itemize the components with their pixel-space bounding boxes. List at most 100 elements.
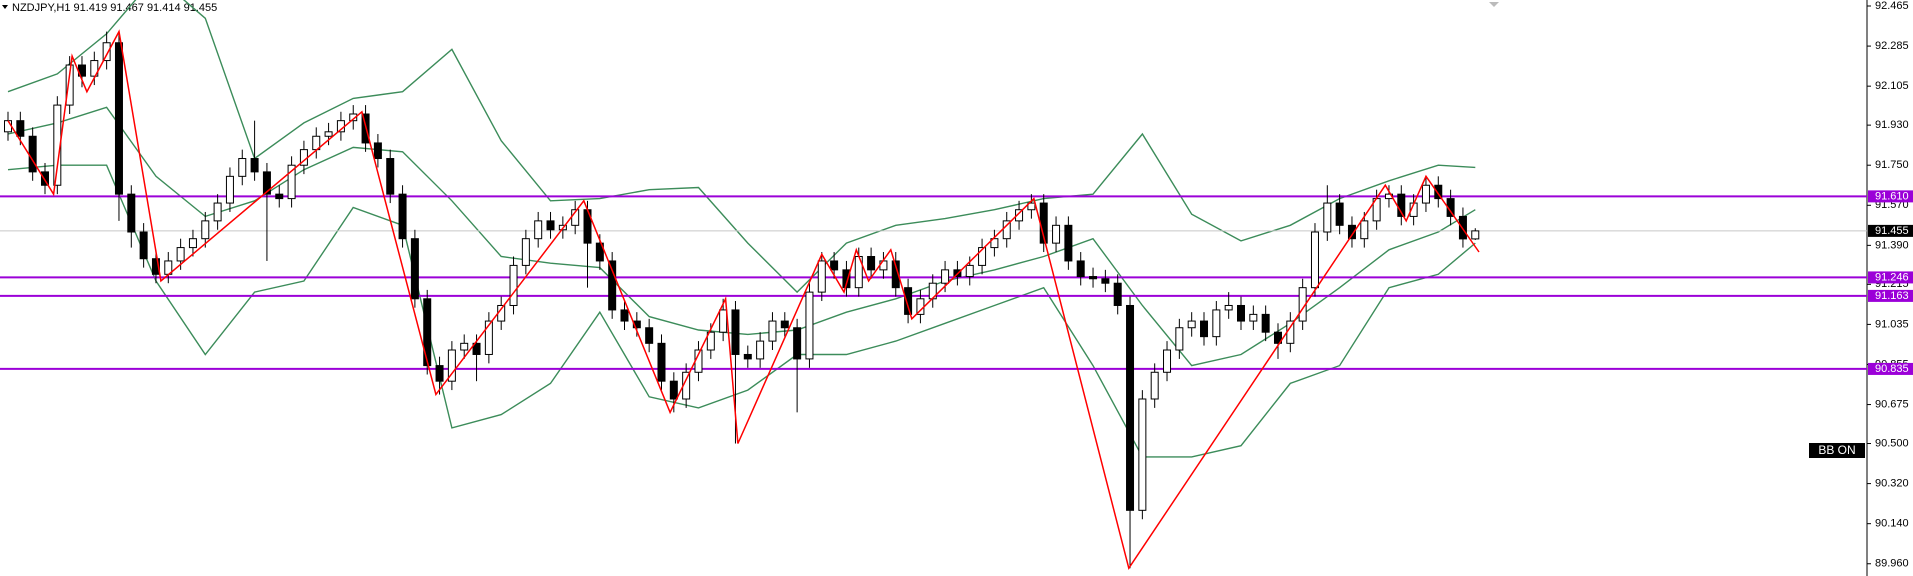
candle-body xyxy=(817,260,826,293)
candle-body xyxy=(250,158,259,173)
candle-body xyxy=(435,365,444,382)
candle-body xyxy=(830,260,839,271)
candle-body xyxy=(1323,202,1332,233)
candle-body xyxy=(4,120,12,133)
candle-body xyxy=(262,171,271,195)
y-tick-label: 90.675 xyxy=(1875,398,1909,410)
candle-body xyxy=(657,342,666,382)
level-label-box xyxy=(1868,289,1913,302)
candle-body xyxy=(373,142,382,160)
candle-body xyxy=(965,264,974,278)
candle-body xyxy=(706,331,715,351)
candle-body xyxy=(65,64,74,106)
candle-body xyxy=(1187,320,1196,329)
candle-body xyxy=(127,193,136,233)
candle-body xyxy=(891,260,900,289)
candle-body xyxy=(472,342,481,355)
y-tick-label: 91.930 xyxy=(1875,119,1909,131)
candle-body xyxy=(743,353,752,360)
candle-body xyxy=(447,349,456,382)
candle-body xyxy=(114,42,123,195)
candle-body xyxy=(28,135,37,173)
candle-body xyxy=(484,320,493,355)
title-marker xyxy=(2,5,8,9)
shift-marker xyxy=(1489,2,1499,7)
candle-body xyxy=(1458,215,1467,240)
candle-body xyxy=(1421,184,1430,204)
candle-body xyxy=(1261,313,1270,333)
candle-body xyxy=(719,309,728,333)
candle-body xyxy=(608,260,617,311)
chart-title: NZDJPY,H1 91.419 91.467 91.414 91.455 xyxy=(12,2,217,14)
y-tick-label: 90.320 xyxy=(1875,478,1909,490)
candle-body xyxy=(1138,398,1147,511)
level-label: 91.163 xyxy=(1875,290,1909,302)
candle-body xyxy=(102,42,111,62)
candle-body xyxy=(1224,304,1233,311)
candle-body xyxy=(595,242,604,262)
candle-body xyxy=(1347,224,1356,240)
level-label-box xyxy=(1868,271,1913,284)
candle-body xyxy=(275,193,284,200)
candle-body xyxy=(521,238,530,266)
level-label-box xyxy=(1868,362,1913,375)
candle-body xyxy=(324,131,333,137)
candle-body xyxy=(731,309,740,355)
candle-body xyxy=(386,158,395,195)
candle-body xyxy=(1471,230,1480,240)
candle-body xyxy=(768,320,777,342)
candle-body xyxy=(780,320,789,329)
candle-body xyxy=(1163,349,1172,373)
candle-body xyxy=(40,171,49,186)
candle-body xyxy=(632,320,641,329)
candle-body xyxy=(879,260,888,271)
y-tick-label: 90.140 xyxy=(1875,518,1909,530)
y-tick-label: 89.960 xyxy=(1875,558,1909,570)
candle-body xyxy=(176,247,185,262)
candle-body xyxy=(1150,371,1159,400)
candle-body xyxy=(201,220,210,240)
candle-body xyxy=(213,202,222,222)
level-label-box xyxy=(1868,190,1913,203)
candle-body xyxy=(990,238,999,249)
y-tick-label: 91.035 xyxy=(1875,318,1909,330)
candle-body xyxy=(1126,304,1135,511)
indicator-box xyxy=(1809,443,1865,458)
candle-body xyxy=(238,158,247,177)
candle-body xyxy=(805,291,814,360)
candle-body xyxy=(1027,202,1036,211)
candle-body xyxy=(1089,276,1098,280)
level-label: 91.610 xyxy=(1875,190,1909,202)
candle-body xyxy=(842,269,851,289)
candle-body xyxy=(460,342,469,351)
last-price-label: 91.455 xyxy=(1875,225,1909,237)
candle-body xyxy=(756,340,765,360)
candle-body xyxy=(423,298,432,367)
candle-body xyxy=(16,120,25,137)
candle-body xyxy=(1273,331,1282,344)
candle-body xyxy=(1434,184,1443,200)
candle-body xyxy=(188,238,197,249)
candle-body xyxy=(1212,309,1221,338)
candle-body xyxy=(1335,202,1344,226)
candle-body xyxy=(645,327,654,344)
candle-body xyxy=(1076,260,1085,278)
candle-body xyxy=(793,327,802,360)
y-tick-label: 91.390 xyxy=(1875,239,1909,251)
candle-body xyxy=(509,264,518,306)
candle-body xyxy=(620,309,629,322)
candle-body xyxy=(941,269,950,284)
y-tick-label: 90.500 xyxy=(1875,437,1909,449)
zigzag xyxy=(7,29,1480,571)
last-price-box xyxy=(1868,224,1913,237)
candle-body xyxy=(349,113,358,122)
candle-body xyxy=(1113,282,1122,306)
candle-body xyxy=(151,258,160,275)
candle-body xyxy=(1360,220,1369,240)
candle-body xyxy=(225,175,234,204)
candle-body xyxy=(1064,224,1073,262)
level-label: 91.246 xyxy=(1875,271,1909,283)
candle-body xyxy=(1237,304,1245,322)
